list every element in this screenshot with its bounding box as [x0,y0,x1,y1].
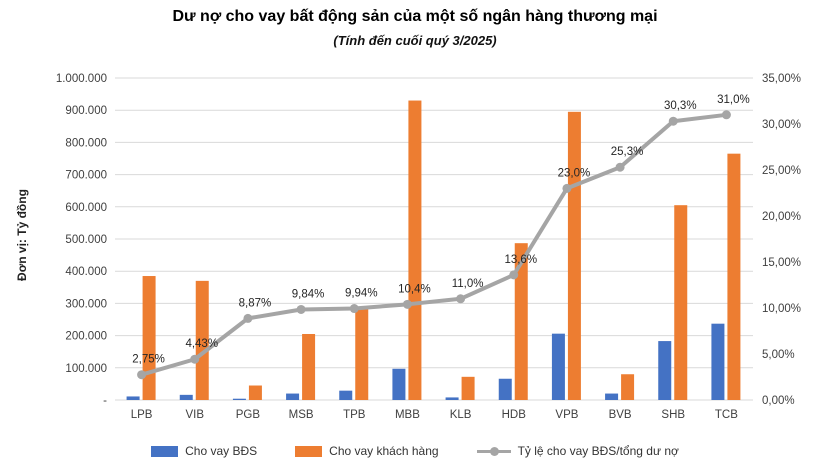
line-marker [402,299,412,309]
blue-bar-swatch-icon [151,445,179,457]
category-label-hdb: HDB [502,409,527,421]
bar-cho-vay-bds [286,393,300,400]
left-axis-tick: 800.000 [65,137,107,149]
line-point-label: 10,4% [398,283,431,295]
legend-item-cho-vay-khach-hang: Cho vay khách hàng [295,444,439,458]
line-point-label: 8,87% [239,297,272,309]
line-marker [349,304,359,314]
bar-cho-vay-khach-hang [142,276,156,400]
orange-bar-swatch-icon [295,445,323,457]
right-axis-tick: 5,00% [762,349,795,361]
gray-line-swatch-icon [476,446,511,457]
left-axis-tick: 300.000 [65,298,107,310]
left-axis-tick: 200.000 [65,331,107,343]
bar-cho-vay-khach-hang [248,385,262,400]
bar-cho-vay-bds [392,368,406,400]
line-marker [296,304,306,314]
line-marker [562,183,572,193]
bar-cho-vay-bds [605,393,619,400]
line-point-label: 9,84% [292,288,325,300]
right-axis-tick: 35,00% [762,73,801,85]
left-axis-tick: 1.000.000 [56,73,107,85]
right-axis-tick: 0,00% [762,395,795,407]
line-point-label: 23,0% [558,167,591,179]
line-point-label: 25,3% [611,146,644,158]
line-marker [721,110,731,120]
chart-title: Dư nợ cho vay bất động sản của một số ng… [172,8,658,25]
line-marker [668,116,678,126]
bar-cho-vay-khach-hang [195,280,209,400]
bar-cho-vay-khach-hang [302,333,316,400]
line-marker [243,313,253,323]
bar-cho-vay-bds [711,323,725,400]
legend-label: Cho vay BĐS [185,444,258,458]
right-axis-tick: 15,00% [762,257,801,269]
bar-cho-vay-bds [498,378,512,400]
bar-cho-vay-khach-hang [514,243,528,400]
line-marker [615,162,625,172]
category-label-shb: SHB [661,409,685,421]
right-axis-tick: 20,00% [762,211,801,223]
bar-cho-vay-khach-hang [461,376,475,400]
ratio-line [141,112,727,377]
bar-cho-vay-bds [445,397,459,400]
line-point-label: 2,75% [132,354,165,366]
bar-cho-vay-bds [179,394,193,400]
chart-legend: Cho vay BĐS Cho vay khách hàng Tỷ lệ cho… [0,444,830,458]
bar-cho-vay-bds [658,341,672,400]
left-axis-tick: 500.000 [65,234,107,246]
left-axis-tick: - [103,395,107,407]
line-point-label: 30,3% [664,100,697,112]
left-axis-tick: 100.000 [65,363,107,375]
category-label-vpb: VPB [555,409,578,421]
category-label-mbb: MBB [395,409,420,421]
right-axis-tick: 10,00% [762,303,801,315]
category-label-msb: MSB [289,409,314,421]
bar-cho-vay-khach-hang [408,100,422,400]
line-point-label: 9,94% [345,288,378,300]
bar-cho-vay-khach-hang [567,111,581,400]
legend-item-ty-le: Tỷ lệ cho vay BĐS/tổng dư nợ [476,444,679,458]
legend-label: Cho vay khách hàng [329,444,439,458]
category-label-klb: KLB [450,409,472,421]
bar-cho-vay-bds [339,390,353,400]
right-axis-tick: 30,00% [762,119,801,131]
bar-cho-vay-bds [551,333,565,400]
bar-cho-vay-khach-hang [727,153,741,400]
line-marker [456,294,466,304]
category-label-tpb: TPB [343,409,366,421]
line-point-label: 31,0% [717,94,750,106]
left-axis-tick: 700.000 [65,170,107,182]
category-label-vib: VIB [185,409,204,421]
right-axis-tick: 25,00% [762,165,801,177]
category-label-tcb: TCB [715,409,738,421]
category-label-bvb: BVB [609,409,632,421]
bar-cho-vay-khach-hang [621,374,635,400]
legend-item-cho-vay-bds: Cho vay BĐS [151,444,257,458]
line-marker [509,270,519,280]
category-label-pgb: PGB [236,409,261,421]
line-point-label: 4,43% [185,338,218,350]
legend-label: Tỷ lệ cho vay BĐS/tổng dư nợ [517,444,679,458]
line-marker [190,354,200,364]
bar-cho-vay-khach-hang [674,205,688,400]
chart-subtitle: (Tính đến cuối quý 3/2025) [333,33,497,48]
bar-cho-vay-bds [126,396,140,400]
line-point-label: 11,0% [452,278,484,290]
left-axis-tick: 600.000 [65,202,107,214]
line-point-label: 13,6% [504,254,537,266]
bar-cho-vay-khach-hang [355,306,369,400]
left-axis-tick: 900.000 [65,105,107,117]
bar-cho-vay-bds [232,398,246,400]
category-label-lpb: LPB [131,409,153,421]
line-marker [137,370,147,380]
left-axis-tick: 400.000 [65,266,107,278]
